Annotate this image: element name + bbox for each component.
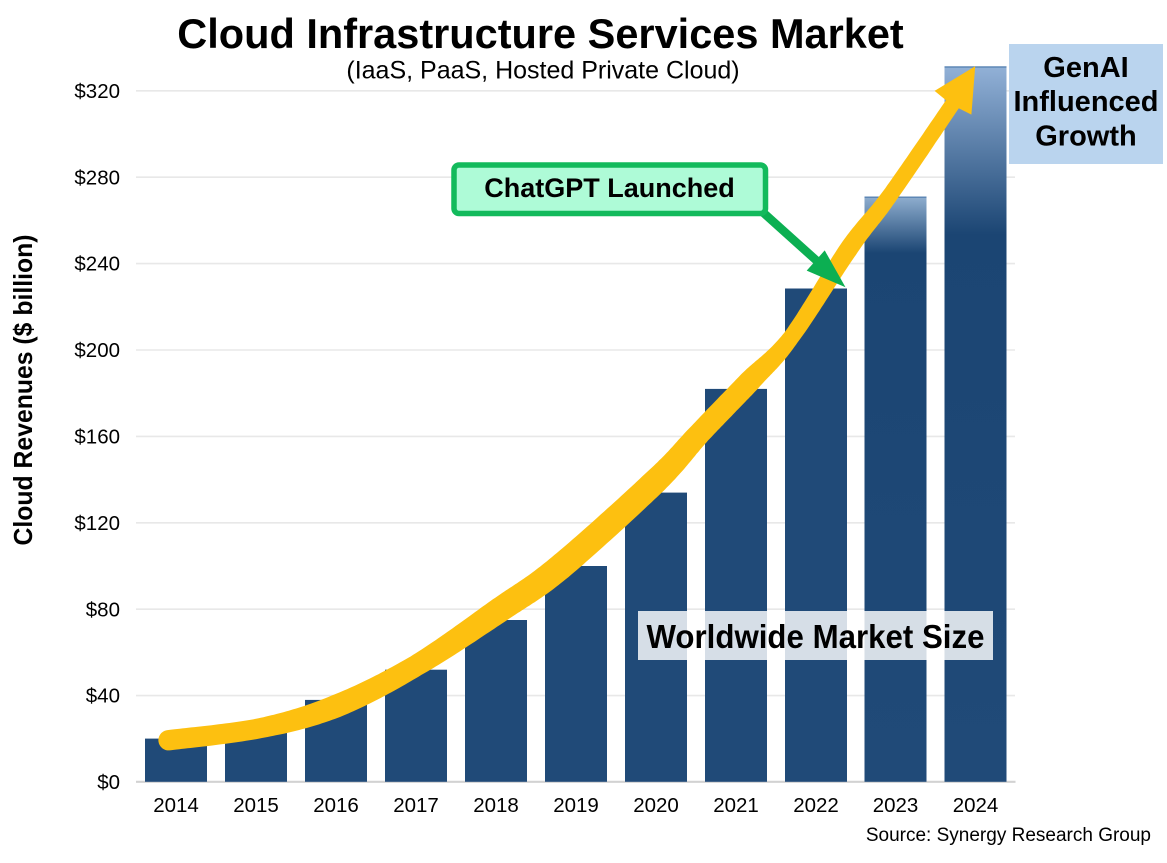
svg-text:Influenced: Influenced <box>1013 86 1158 118</box>
svg-text:2018: 2018 <box>473 794 519 817</box>
svg-text:2019: 2019 <box>553 794 599 817</box>
svg-text:2022: 2022 <box>793 794 839 817</box>
svg-text:2015: 2015 <box>233 794 279 817</box>
svg-text:$120: $120 <box>74 512 120 535</box>
svg-text:2017: 2017 <box>393 794 439 817</box>
svg-text:(IaaS, PaaS, Hosted Private Cl: (IaaS, PaaS, Hosted Private Cloud) <box>346 57 739 85</box>
svg-text:$320: $320 <box>74 80 120 103</box>
svg-text:2016: 2016 <box>313 794 359 817</box>
svg-text:$280: $280 <box>74 166 120 189</box>
svg-text:GenAI: GenAI <box>1043 52 1128 84</box>
svg-text:2020: 2020 <box>633 794 679 817</box>
svg-text:$80: $80 <box>86 598 120 621</box>
svg-text:2014: 2014 <box>153 794 199 817</box>
svg-text:$40: $40 <box>86 685 120 708</box>
svg-text:Cloud Infrastructure Services: Cloud Infrastructure Services Market <box>177 10 904 57</box>
svg-text:$200: $200 <box>74 339 120 362</box>
svg-text:Growth: Growth <box>1035 121 1137 153</box>
svg-text:$160: $160 <box>74 426 120 449</box>
svg-text:2023: 2023 <box>873 794 919 817</box>
svg-text:Source: Synergy Research Group: Source: Synergy Research Group <box>866 825 1151 846</box>
svg-text:2024: 2024 <box>953 794 999 817</box>
svg-text:$240: $240 <box>74 253 120 276</box>
svg-text:Cloud Revenues ($ billion): Cloud Revenues ($ billion) <box>8 235 38 546</box>
svg-text:ChatGPT Launched: ChatGPT Launched <box>484 173 735 203</box>
svg-text:Worldwide Market Size: Worldwide Market Size <box>647 619 985 656</box>
svg-text:2021: 2021 <box>713 794 759 817</box>
svg-text:$0: $0 <box>97 771 120 794</box>
